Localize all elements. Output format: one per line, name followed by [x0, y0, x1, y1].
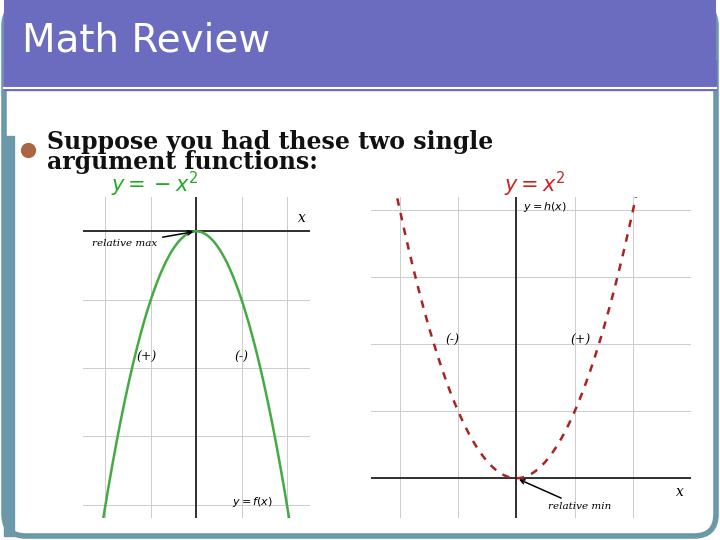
Text: x: x [676, 485, 684, 499]
Text: $y = h(x)$: $y = h(x)$ [523, 200, 567, 214]
Text: argument functions:: argument functions: [47, 150, 318, 174]
Bar [4, 136, 14, 536]
Text: relative max: relative max [92, 231, 192, 248]
Text: $y = -x^2$: $y = -x^2$ [112, 170, 199, 199]
Text: relative min: relative min [521, 480, 612, 511]
Text: Suppose you had these two single: Suppose you had these two single [47, 130, 493, 154]
Text: x: x [298, 211, 306, 225]
Bar [4, 60, 716, 90]
Text: (+): (+) [570, 334, 590, 347]
Text: (-): (-) [235, 351, 248, 364]
Text: (-): (-) [446, 334, 459, 347]
Text: (+): (+) [136, 351, 156, 364]
Text: $y = f(x)$: $y = f(x)$ [233, 495, 274, 509]
Text: $y = x^2$: $y = x^2$ [504, 170, 566, 199]
Text: Math Review: Math Review [22, 21, 270, 59]
FancyBboxPatch shape [4, 4, 716, 536]
FancyBboxPatch shape [4, 0, 716, 90]
